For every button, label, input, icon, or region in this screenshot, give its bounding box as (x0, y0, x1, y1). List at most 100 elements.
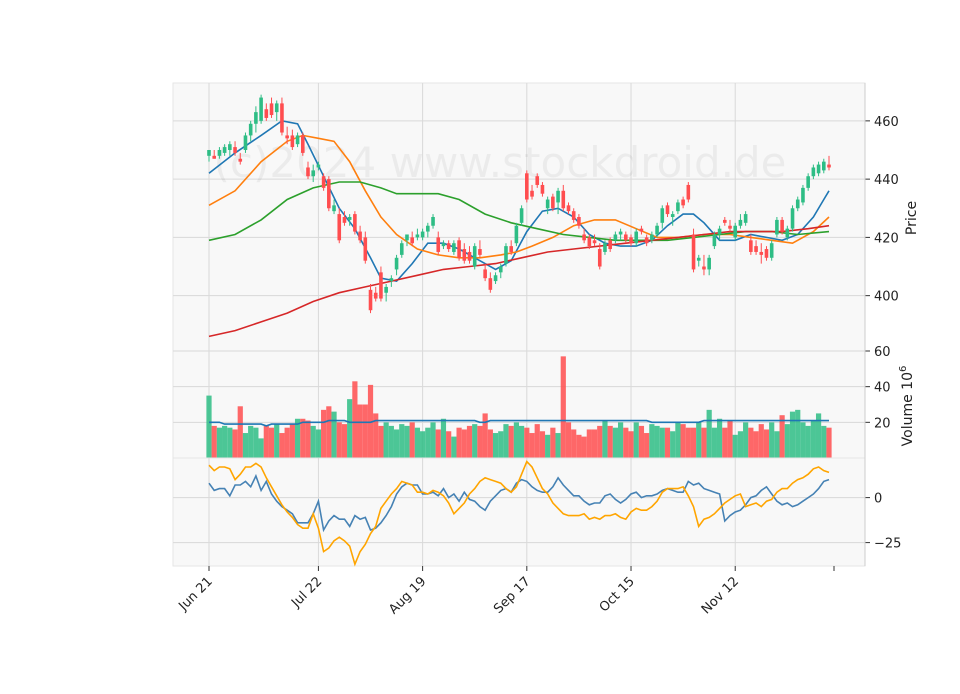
candle-body (754, 246, 758, 252)
volume-bar (289, 424, 295, 458)
candle (712, 231, 717, 250)
candle-body (457, 240, 461, 258)
candle-body (551, 196, 555, 209)
volume-bar (331, 411, 337, 458)
candle (670, 211, 675, 226)
candle-body (488, 278, 493, 290)
candle (644, 234, 649, 247)
osc-slow-line (208, 460, 830, 567)
candle-body (316, 164, 321, 168)
candle-body (342, 217, 347, 223)
x-tick-label: Nov 12 (699, 574, 742, 617)
candle (608, 237, 612, 252)
candle-body (577, 217, 581, 226)
candle-body (280, 103, 284, 133)
candle-body (426, 225, 430, 232)
candle-body (462, 249, 467, 261)
candle-body (363, 237, 368, 261)
volume-bar (763, 429, 770, 458)
oscillator-panel-background (172, 457, 866, 567)
candle-body (332, 205, 336, 212)
volume-bar (664, 427, 671, 458)
candle-body (655, 225, 659, 235)
candle-body (764, 249, 769, 258)
candle (660, 205, 665, 229)
volume-bar (373, 413, 379, 458)
candle-body (306, 167, 310, 177)
volume-bars (206, 356, 832, 458)
volume-bar (420, 431, 426, 458)
candle (806, 173, 810, 191)
candle (504, 243, 508, 267)
volume-ma-line (209, 419, 829, 427)
candle (514, 222, 519, 247)
candle (722, 217, 727, 226)
volume-bar (800, 422, 806, 458)
candle (816, 161, 821, 177)
volume-bar (815, 413, 822, 458)
volume-bar (237, 406, 243, 458)
candle-body (509, 246, 513, 252)
volume-bar (446, 431, 452, 458)
candle-body (743, 214, 748, 223)
candle-body (728, 225, 732, 229)
candle-body (238, 158, 243, 162)
candle-body (493, 275, 498, 282)
oscillator-tick-label: 0 (874, 492, 882, 507)
candle-body (467, 251, 472, 261)
candle-body (478, 249, 482, 255)
volume-bar (357, 404, 363, 458)
oscillator-tick-label: −25 (874, 537, 901, 552)
oscillator-lines (208, 460, 830, 567)
candle-body (587, 237, 592, 247)
volume-bar (466, 425, 473, 458)
candle (624, 231, 628, 244)
volume-bar (393, 429, 400, 458)
price-panel: (c)2024 www.stockdroid.de 400 420 440 460 P… (172, 82, 920, 352)
volume-bar (378, 425, 384, 458)
candle-body (795, 199, 800, 209)
candle (519, 205, 524, 226)
volume-bar (821, 425, 827, 458)
candle (483, 263, 487, 282)
candle (228, 141, 232, 156)
candle (717, 225, 722, 241)
volume-bar (560, 356, 566, 458)
volume-bar (404, 425, 410, 458)
volume-bar (743, 422, 749, 458)
volume-bar (513, 422, 519, 458)
volume-bar (602, 420, 608, 458)
volume-average-line (209, 419, 829, 427)
volume-bar (706, 409, 712, 458)
volume-bar (435, 429, 441, 458)
candle (311, 164, 316, 183)
candle (686, 182, 691, 203)
volume-bar (675, 422, 681, 458)
volume-bar (628, 431, 634, 458)
volume-bar (242, 433, 249, 458)
candle-body (530, 190, 534, 197)
candle-body (780, 219, 784, 232)
candle (634, 228, 639, 247)
candle-body (483, 269, 487, 279)
candle (650, 231, 654, 244)
candle-body (624, 234, 628, 241)
volume-bar (758, 424, 764, 458)
price-gridlines (173, 83, 865, 351)
candle-body (634, 231, 639, 244)
candle-body (472, 246, 477, 267)
candle-body (504, 246, 508, 264)
volume-bar (565, 422, 572, 458)
volume-bar (321, 409, 327, 458)
candle (420, 228, 425, 241)
volume-bar (597, 425, 603, 458)
candle (681, 196, 685, 209)
volume-bar (336, 422, 342, 458)
candle (410, 231, 414, 247)
volume-bar (409, 422, 415, 458)
candle-body (722, 219, 727, 223)
volume-bar (545, 434, 551, 458)
candle (785, 225, 790, 241)
candle-body (274, 103, 279, 113)
volume-bar (268, 427, 275, 458)
